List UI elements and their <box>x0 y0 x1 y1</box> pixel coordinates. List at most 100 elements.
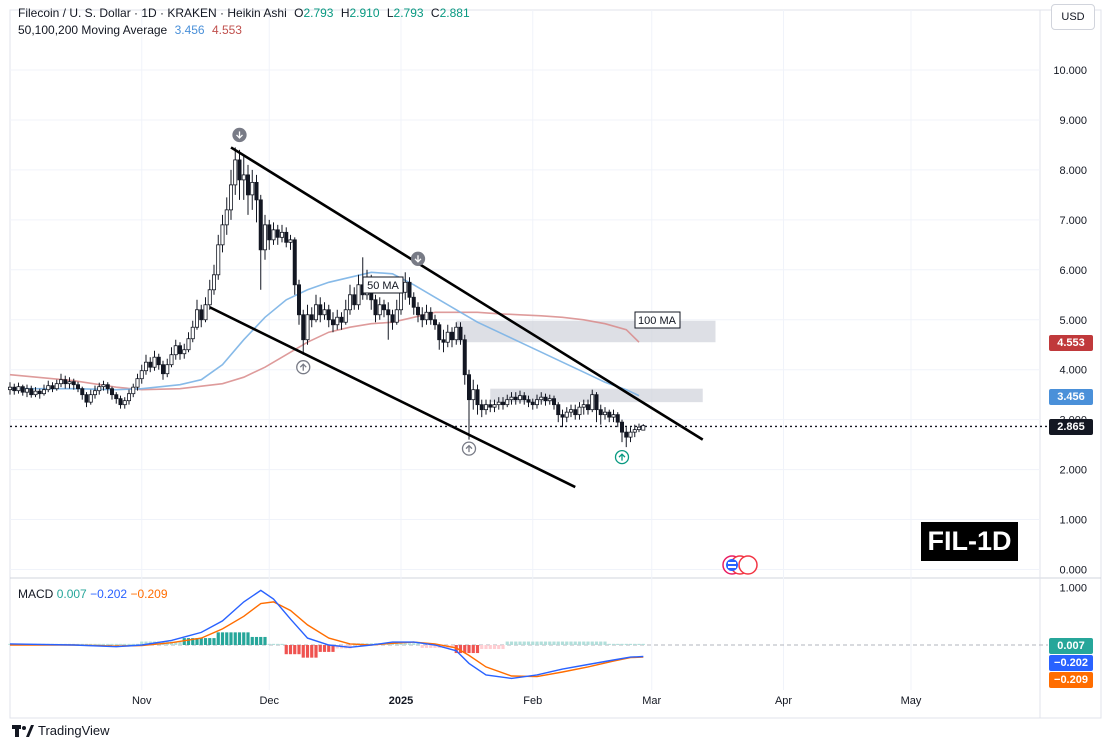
macd-histogram-bar <box>233 632 237 645</box>
macd-histogram-bar <box>633 643 637 645</box>
macd-histogram-bar <box>590 641 594 645</box>
sell-marker-1 <box>232 127 247 143</box>
candle-body <box>279 231 284 238</box>
candle-body <box>42 389 47 395</box>
candle-body <box>594 394 599 411</box>
candle-body <box>420 314 425 321</box>
candle-body <box>458 326 463 341</box>
macd-histogram-bar <box>480 645 484 650</box>
symbol-header: Filecoin / U. S. Dollar · 1D · KRAKEN · … <box>18 6 474 20</box>
macd-histogram-bar <box>310 645 314 658</box>
macd-histogram-bar <box>305 645 310 658</box>
candle-body <box>76 384 81 390</box>
macd-legend[interactable]: MACD 0.007 −0.202 −0.209 <box>18 587 168 601</box>
candle-body <box>245 174 250 196</box>
candle-body <box>462 339 467 376</box>
candle-body <box>71 381 76 386</box>
candle-body <box>284 231 289 243</box>
macd-histogram-bar <box>318 645 322 652</box>
candle-body <box>63 379 68 385</box>
macd-histogram-bar <box>118 643 123 645</box>
news-flag-icon[interactable] <box>722 555 758 575</box>
candle-body <box>539 396 544 401</box>
macd-histogram-bar <box>475 645 480 654</box>
candle-body <box>50 385 55 390</box>
candle-body <box>220 224 225 246</box>
macd-histogram-bar <box>203 638 208 645</box>
candle-body <box>373 299 378 316</box>
candle-body <box>445 331 450 343</box>
macd-histogram-bar <box>599 641 603 645</box>
macd-histogram-bar <box>535 641 539 645</box>
candle-body <box>24 388 29 393</box>
macd-signal-line <box>10 601 644 678</box>
candle-body <box>216 244 221 276</box>
macd-histogram-bar <box>237 632 242 645</box>
macd-histogram-bar <box>484 645 488 650</box>
macd-histogram-bar <box>441 645 446 648</box>
candle-body <box>29 388 34 396</box>
ma100-price-tag: 4.553 <box>1049 335 1093 351</box>
macd-histogram-bar <box>497 645 501 650</box>
macd-histogram-bar <box>280 643 284 645</box>
candle-body <box>182 349 187 355</box>
candle-body <box>492 404 497 408</box>
candle-body <box>194 309 199 328</box>
macd-line-tag: −0.202 <box>1049 655 1093 671</box>
macd-histogram-bar <box>403 643 407 645</box>
candle-body <box>407 281 412 298</box>
x-tick-label: Feb <box>523 695 542 707</box>
candle-body <box>131 386 136 395</box>
candle-body <box>199 309 204 321</box>
price-axis[interactable]: 10.0009.0008.0007.0006.0005.0004.0003.00… <box>1053 65 1087 577</box>
candle-body <box>16 386 21 392</box>
ma-legend[interactable]: 50,100,200 Moving Average 3.456 4.553 <box>18 23 246 37</box>
macd-histogram-bar <box>501 645 505 650</box>
macd-histogram-bar <box>412 643 416 645</box>
tradingview-logo[interactable]: TradingView <box>12 723 110 738</box>
macd-histogram-bar <box>454 645 458 654</box>
macd-histogram-bar <box>174 641 178 645</box>
time-axis[interactable]: Nov Dec 2025 Feb Mar Apr May <box>132 695 922 707</box>
candle-body <box>641 425 646 431</box>
macd-histogram-bar <box>229 632 233 645</box>
ma50-line <box>10 271 640 397</box>
candle-body <box>586 404 591 411</box>
symbol-title[interactable]: Filecoin / U. S. Dollar · 1D · KRAKEN · … <box>18 6 287 20</box>
candle-body <box>148 361 153 368</box>
candle-body <box>530 401 535 406</box>
macd-histogram-bar <box>620 643 624 645</box>
y-tick-label: 4.000 <box>1059 365 1087 377</box>
y-tick-label: 0.000 <box>1059 565 1087 577</box>
macd-histogram-bar <box>335 645 339 649</box>
candle-body <box>352 294 357 306</box>
candle-body <box>471 389 476 401</box>
ohlc-low: L2.793 <box>386 6 424 20</box>
macd-histogram-bar <box>186 638 191 645</box>
candle-body <box>135 378 140 388</box>
candle-body <box>127 393 132 402</box>
macd-histogram-bar <box>526 641 531 645</box>
macd-histogram-bar <box>242 632 246 645</box>
macd-line-value: −0.202 <box>90 587 128 601</box>
macd-histogram-bar <box>127 643 131 645</box>
candle-body <box>441 339 446 343</box>
y-tick-label: 1.000 <box>1059 515 1087 527</box>
macd-histogram-bar <box>407 643 412 645</box>
macd-histogram-bar <box>271 643 276 645</box>
currency-selector[interactable]: USD <box>1051 4 1095 30</box>
candle-body <box>186 338 191 351</box>
ma50-annotation: 50 MA <box>362 276 404 294</box>
candle-body <box>271 229 276 241</box>
candle-body <box>637 426 642 431</box>
candle-body <box>415 306 420 316</box>
candle-body <box>335 316 340 326</box>
macd-histogram-bar <box>263 636 267 645</box>
candle-body <box>228 184 233 211</box>
macd-histogram-bar <box>267 643 271 645</box>
macd-line <box>9 589 644 680</box>
macd-signal-value: −0.209 <box>130 587 168 601</box>
candle-body <box>509 396 514 401</box>
macd-histogram-bar <box>565 641 569 645</box>
